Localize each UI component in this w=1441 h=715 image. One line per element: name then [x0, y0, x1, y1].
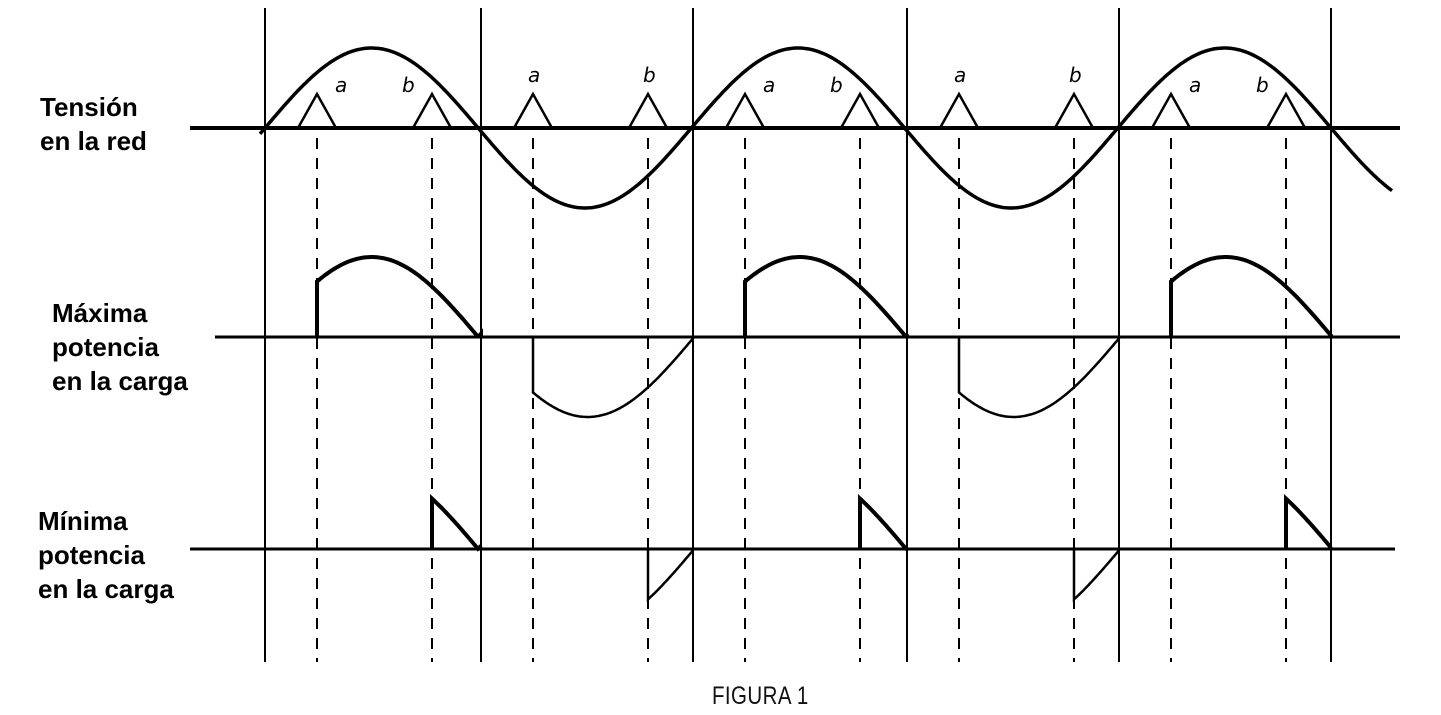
mains-sine-wave — [258, 46, 1394, 210]
pulse-label-a: a — [1189, 73, 1201, 97]
trigger-pulse-a — [724, 91, 766, 129]
pulse-label-a: a — [954, 63, 966, 87]
pulse-label-a: a — [763, 73, 775, 97]
min-power-segment — [1072, 548, 1121, 603]
pulse-label-b: b — [1256, 73, 1269, 97]
pulse-label-a: a — [528, 63, 540, 87]
max-power-segment — [315, 255, 483, 339]
max-power-segment — [743, 255, 909, 339]
trigger-pulse-a — [938, 91, 980, 129]
pulse-label-b: b — [643, 63, 656, 87]
trigger-pulse-b — [1053, 91, 1095, 129]
min-power-segment — [430, 493, 483, 552]
min-power-segment — [858, 493, 908, 551]
max-power-segment — [957, 337, 1121, 419]
row-label-min-power: Mínima potencia en la carga — [38, 506, 174, 604]
trigger-pulse-a — [512, 91, 554, 129]
trigger-pulse-b — [839, 91, 881, 129]
min-power-segment — [1284, 493, 1333, 550]
pulse-label-b: b — [830, 73, 843, 97]
trigger-pulse-b — [411, 91, 453, 129]
max-power-segment — [531, 337, 695, 419]
trigger-pulse-b — [1265, 91, 1307, 129]
figure-caption: FIGURA 1 — [712, 682, 809, 710]
pulse-label-b: b — [1069, 63, 1082, 87]
trigger-pulse-a — [1150, 91, 1192, 129]
min-power-segment — [646, 548, 695, 603]
trigger-pulse-a — [296, 91, 338, 129]
row-label-mains-voltage: Tensión en la red — [40, 92, 147, 156]
trigger-pulse-b — [627, 91, 669, 129]
pulse-label-a: a — [335, 73, 347, 97]
pulse-label-b: b — [402, 73, 415, 97]
row-label-max-power: Máxima potencia en la carga — [52, 298, 188, 396]
max-power-segment — [1169, 255, 1333, 337]
